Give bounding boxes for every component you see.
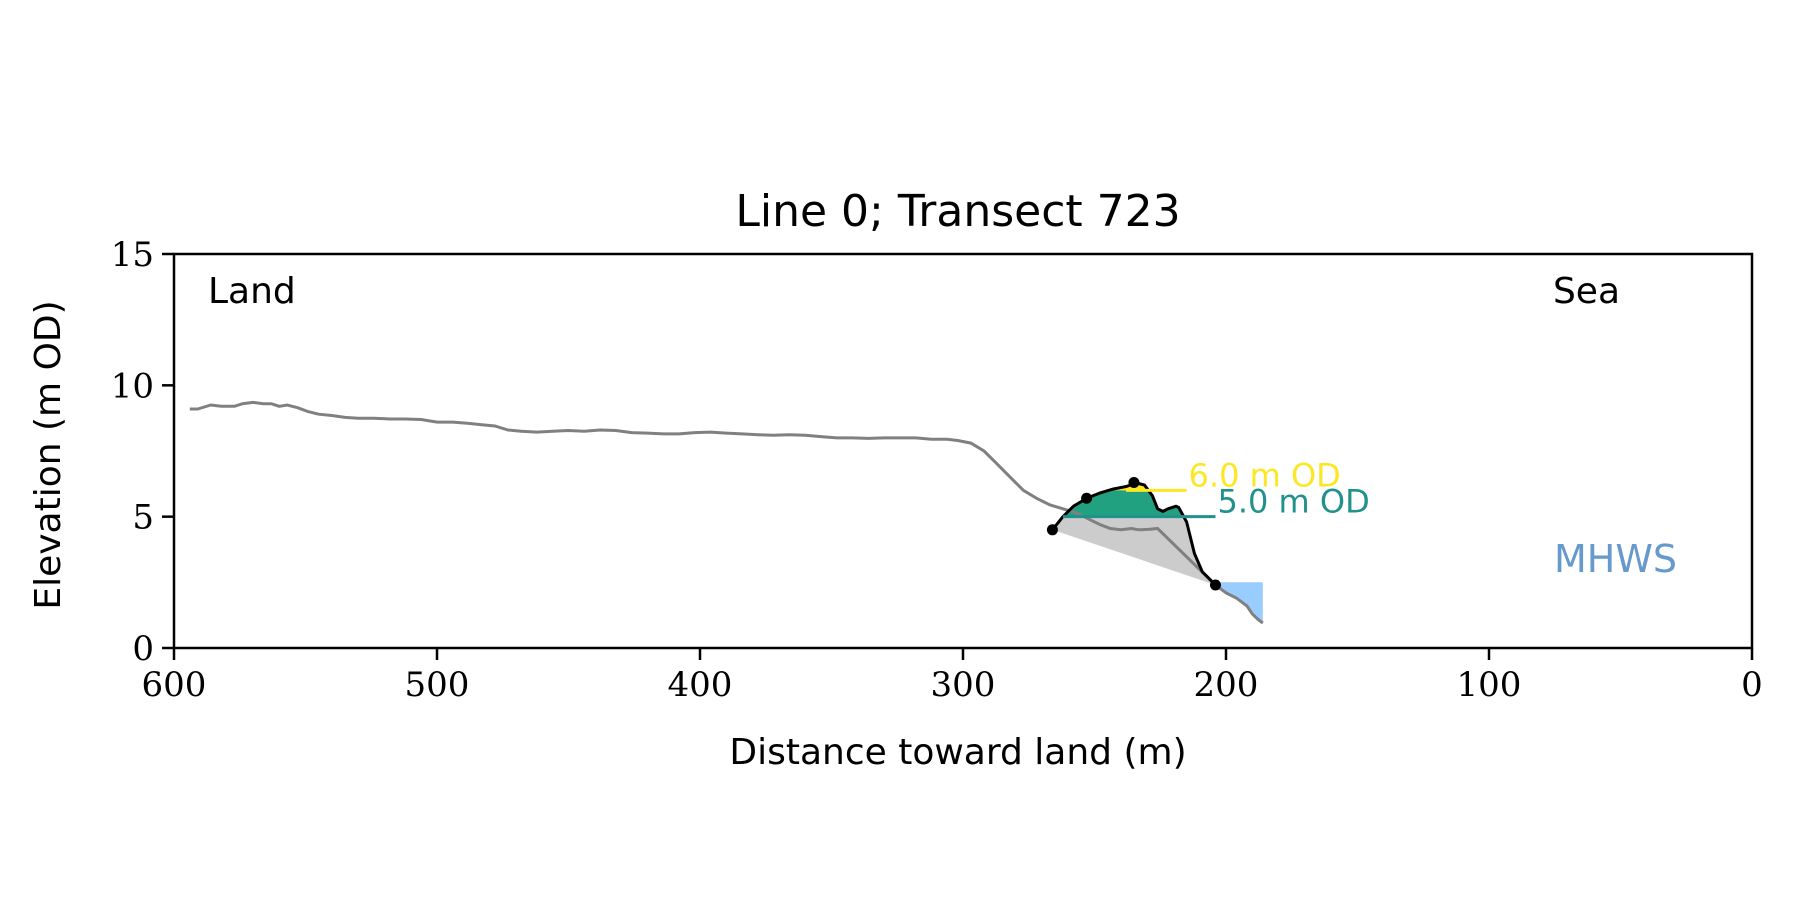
x-tick-label-400: 400 bbox=[668, 665, 733, 705]
land-label: Land bbox=[208, 271, 296, 312]
x-tick-label-600: 600 bbox=[142, 665, 207, 705]
dune-point-3 bbox=[1209, 579, 1221, 591]
y-tick-label-0: 0 bbox=[132, 629, 154, 669]
point-layer bbox=[1046, 477, 1221, 591]
level-label-5m: 5.0 m OD bbox=[1217, 483, 1369, 521]
dune-point-2 bbox=[1128, 477, 1140, 489]
dune-point-1 bbox=[1081, 492, 1093, 504]
x-axis-label: Distance toward land (m) bbox=[729, 732, 1186, 773]
x-tick-label-0: 0 bbox=[1741, 665, 1763, 705]
x-tick-label-100: 100 bbox=[1457, 665, 1522, 705]
label-layer: 6.0 m OD5.0 m OD bbox=[1189, 456, 1370, 520]
chart-title: Line 0; Transect 723 bbox=[735, 186, 1180, 237]
band-above-5m bbox=[1052, 483, 1216, 517]
axes: 600 500 400 300 200 100 0 0 5 10 15 bbox=[111, 235, 1763, 705]
plot-frame bbox=[172, 252, 1754, 650]
y-tick-label-10: 10 bbox=[111, 366, 154, 406]
sea-label: Sea bbox=[1553, 271, 1620, 312]
band-above-6m bbox=[1052, 483, 1216, 491]
mhws-label: MHWS bbox=[1554, 537, 1677, 581]
x-tick-label-500: 500 bbox=[405, 665, 470, 705]
y-axis-label: Elevation (m OD) bbox=[28, 300, 69, 609]
x-tick-label-200: 200 bbox=[1194, 665, 1259, 705]
fill-layer bbox=[1052, 483, 1263, 623]
y-tick-label-15: 15 bbox=[111, 235, 154, 275]
dune-point-0 bbox=[1046, 524, 1058, 536]
ground-profile-line bbox=[189, 400, 1264, 625]
level-label-6m: 6.0 m OD bbox=[1189, 456, 1341, 494]
x-tick-label-300: 300 bbox=[931, 665, 996, 705]
y-tick-label-5: 5 bbox=[132, 498, 154, 538]
